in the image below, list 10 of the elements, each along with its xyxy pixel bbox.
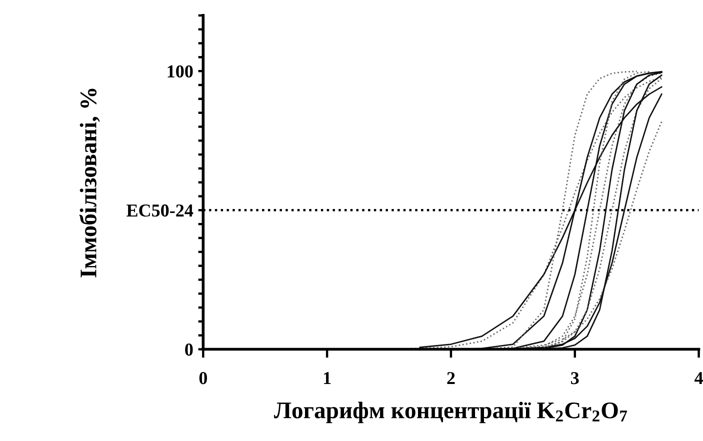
x-tick-label: 3 (571, 372, 579, 384)
x-tick-label: 0 (199, 372, 207, 384)
x-tick-label: 2 (447, 372, 455, 384)
x-tick-label: 1 (324, 372, 331, 384)
y-tick-label: EC50-24 (126, 204, 194, 217)
y-axis-title: Іммобілізовані, % (79, 88, 100, 278)
y-tick-label: 100 (168, 65, 193, 78)
y-tick-label: 0 (185, 344, 193, 356)
x-axis-title: Логарифм концентрації K$_{2}$Cr$_{2}$O$_{7}$ (274, 402, 628, 424)
x-tick-label: 4 (694, 372, 703, 384)
